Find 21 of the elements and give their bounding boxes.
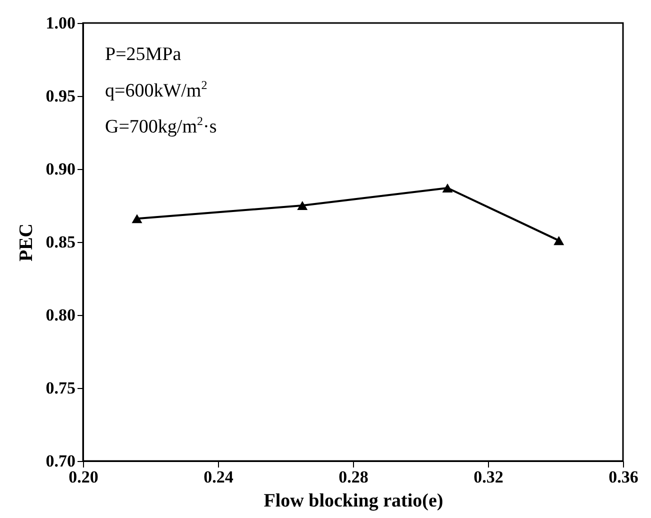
y-axis-title: PEC bbox=[16, 224, 37, 262]
point bbox=[297, 200, 308, 210]
x-tick-label: 0.32 bbox=[474, 468, 504, 486]
y-tick-label: 0.85 bbox=[46, 232, 76, 252]
y-tick-label: 0.95 bbox=[46, 86, 76, 106]
x-tick-label: 0.36 bbox=[608, 468, 638, 486]
point bbox=[554, 236, 564, 246]
x-tick-label: 0.24 bbox=[204, 468, 234, 486]
x-axis-title: Flow blocking ratio(e) bbox=[264, 490, 444, 512]
y-tick-label: 0.70 bbox=[46, 452, 76, 470]
point bbox=[442, 183, 453, 193]
x-tick-label: 0.28 bbox=[338, 468, 368, 486]
y-tick-label: 0.90 bbox=[46, 160, 76, 178]
annotation: P=25MPa bbox=[105, 43, 182, 67]
y-tick-label: 0.80 bbox=[46, 306, 76, 324]
point bbox=[132, 214, 142, 224]
x-tick-label: 0.20 bbox=[68, 468, 98, 486]
y-tick-label: 0.75 bbox=[46, 378, 76, 398]
y-tick-label: 1.00 bbox=[46, 14, 76, 32]
annotation: G=700kg/m$^{2}$·s bbox=[105, 113, 217, 140]
annotation: q=600kW/m$^{2}$ bbox=[105, 77, 208, 104]
